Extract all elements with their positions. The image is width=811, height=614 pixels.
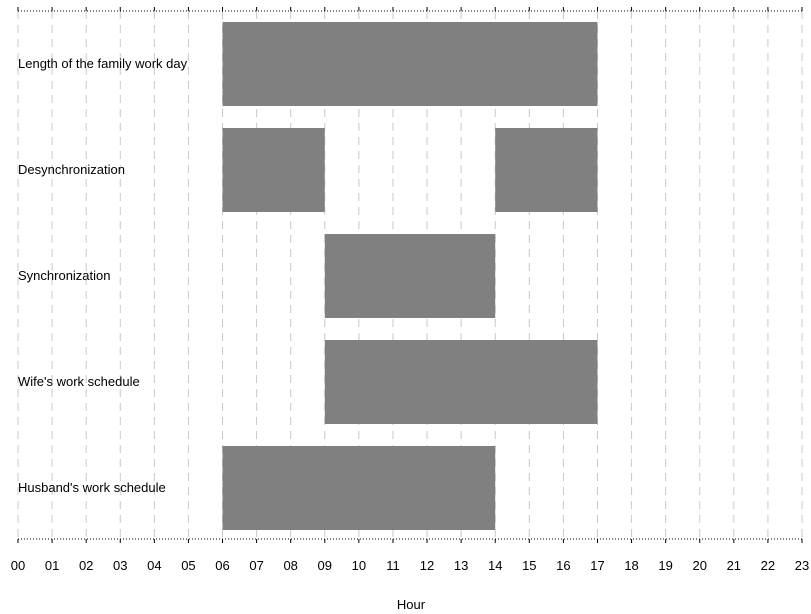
x-tick-label: 10 — [352, 558, 366, 573]
category-label: Husband's work schedule — [18, 480, 166, 495]
bar-segment — [324, 340, 598, 424]
bar-segment — [222, 22, 598, 106]
category-labels: Length of the family work day Desynchroni… — [18, 56, 188, 495]
bar-segment — [324, 234, 496, 318]
x-tick-label: 04 — [147, 558, 161, 573]
bar-segment — [495, 128, 598, 212]
x-tick-label: 03 — [113, 558, 127, 573]
x-tick-label: 23 — [795, 558, 809, 573]
x-tick-label: 16 — [556, 558, 570, 573]
bar-segment — [222, 446, 496, 530]
category-label: Synchronization — [18, 268, 111, 283]
x-tick-label: 17 — [590, 558, 604, 573]
x-tick-label: 15 — [522, 558, 536, 573]
x-axis-label: Hour — [397, 597, 426, 612]
x-tick-label: 07 — [249, 558, 263, 573]
x-ticks: 00 01 02 03 04 05 06 07 08 09 10 11 12 13 14 15 16 17 18 19… — [11, 558, 809, 573]
bar-segment — [222, 128, 325, 212]
x-tick-label: 08 — [283, 558, 297, 573]
x-tick-label: 13 — [454, 558, 468, 573]
category-label: Desynchronization — [18, 162, 125, 177]
x-tick-label: 12 — [420, 558, 434, 573]
x-tick-label: 21 — [727, 558, 741, 573]
category-label: Wife's work schedule — [18, 374, 140, 389]
axes — [17, 7, 803, 543]
x-tick-label: 06 — [215, 558, 229, 573]
x-tick-label: 01 — [45, 558, 59, 573]
x-tick-label: 09 — [318, 558, 332, 573]
category-label: Length of the family work day — [18, 56, 188, 71]
bars — [222, 22, 598, 530]
x-tick-label: 22 — [761, 558, 775, 573]
x-tick-label: 02 — [79, 558, 93, 573]
x-tick-label: 11 — [386, 558, 400, 573]
x-tick-label: 20 — [693, 558, 707, 573]
x-tick-label: 00 — [11, 558, 25, 573]
x-tick-label: 05 — [181, 558, 195, 573]
x-tick-label: 18 — [624, 558, 638, 573]
x-tick-label: 19 — [658, 558, 672, 573]
x-tick-label: 14 — [488, 558, 502, 573]
